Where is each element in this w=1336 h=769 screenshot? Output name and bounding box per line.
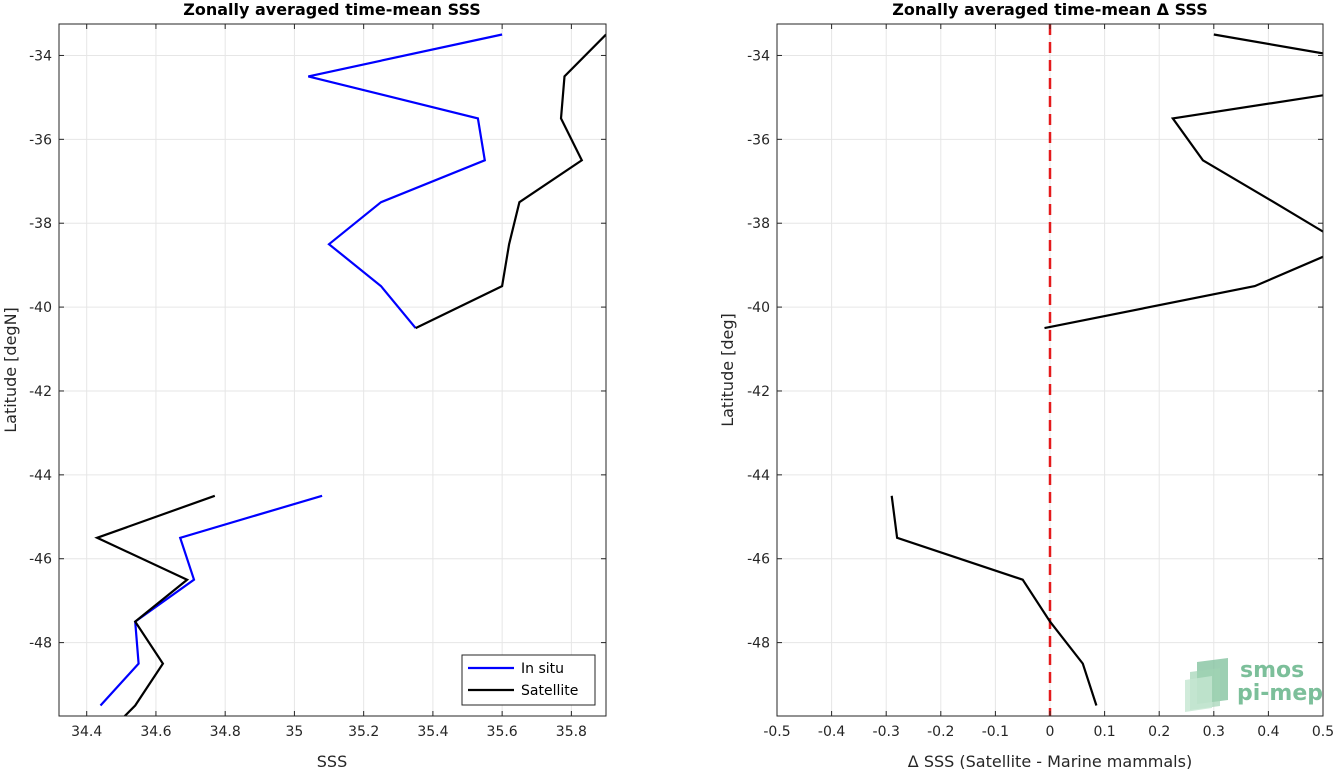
- legend-box: [461, 654, 596, 706]
- left-x-tick-label: 35.6: [487, 724, 518, 740]
- right-y-tick-label: -40: [747, 300, 770, 316]
- legend-label-in-situ: In situ: [521, 661, 564, 677]
- left-satellite-series-line: [415, 33, 606, 330]
- left-x-tick-label: 34.4: [71, 724, 102, 740]
- right-chart-title: Zonally averaged time-mean Δ SSS: [892, 0, 1208, 19]
- right-y-tick-label: -34: [747, 48, 770, 64]
- left-y-tick-label: -34: [29, 48, 52, 64]
- left-x-tick-label: 34.6: [140, 724, 171, 740]
- left-x-tick-label: 35.4: [417, 724, 448, 740]
- left-y-tick-label: -38: [29, 216, 52, 232]
- left-x-tick-label: 35: [286, 724, 304, 740]
- left-y-tick-label: -46: [29, 552, 52, 568]
- left-x-tick-label: 35.8: [556, 724, 587, 740]
- right-y-axis-label: Latitude [deg]: [718, 313, 737, 427]
- left-y-axis-label: Latitude [degN]: [1, 307, 20, 433]
- right-x-tick-label: -0.3: [873, 724, 900, 740]
- right-y-tick-label: -38: [747, 216, 770, 232]
- right-x-tick-label: -0.1: [982, 724, 1009, 740]
- right-y-tick-label: -42: [747, 384, 770, 400]
- right-delta-sss-series-line: [1044, 255, 1323, 330]
- left-in-situ-series-line: [308, 33, 503, 329]
- left-y-tick-label: -36: [29, 132, 52, 148]
- left-series-group: [94, 33, 606, 716]
- left-chart-title: Zonally averaged time-mean SSS: [183, 0, 481, 19]
- right-y-tick-label: -36: [747, 132, 770, 148]
- right-x-tick-label: 0.2: [1148, 724, 1170, 740]
- left-x-tick-label: 34.8: [210, 724, 241, 740]
- right-x-tick-label: -0.2: [927, 724, 954, 740]
- logo-mark-icon: [1185, 658, 1228, 712]
- right-x-tick-label: 0.1: [1093, 724, 1115, 740]
- right-ticks: -0.5 -0.4 -0.3 -0.2 -0.1 0 0.1 0.2 0.3 0.4 0.5 -34 -…: [747, 24, 1334, 740]
- right-x-tick-label: 0.4: [1257, 724, 1279, 740]
- logo-text-smos: smos: [1240, 658, 1304, 683]
- smos-pi-mep-logo: smos pi-mep: [1185, 658, 1323, 712]
- right-y-tick-label: -46: [747, 552, 770, 568]
- left-axes-box: [58, 23, 607, 717]
- right-x-tick-label: 0: [1046, 724, 1055, 740]
- right-x-tick-label: 0.3: [1203, 724, 1225, 740]
- legend-label-satellite: Satellite: [521, 683, 578, 699]
- left-plot-area: [59, 24, 606, 716]
- right-delta-sss-series-line: [1213, 33, 1323, 55]
- left-grid: [59, 24, 606, 716]
- left-x-tick-label: 35.2: [348, 724, 379, 740]
- right-x-tick-label: 0.5: [1312, 724, 1334, 740]
- left-y-tick-label: -42: [29, 384, 52, 400]
- left-y-tick-label: -44: [29, 468, 52, 484]
- left-ticks: 34.4 34.6 34.8 35 35.2 35.4 35.6 35.8 -34 -36 -38 -…: [29, 24, 606, 740]
- left-y-tick-label: -48: [29, 636, 52, 652]
- right-series-group: [890, 33, 1323, 706]
- right-y-tick-label: -44: [747, 468, 770, 484]
- right-delta-sss-series-line: [890, 495, 1098, 706]
- left-chart-panel: 34.4 34.6 34.8 35 35.2 35.4 35.6 35.8 -34 -36 -38 -…: [1, 0, 607, 769]
- legend: In situ Satellite: [461, 654, 596, 706]
- right-x-axis-label: Δ SSS (Satellite - Marine mammals): [908, 752, 1192, 769]
- right-x-tick-label: -0.4: [818, 724, 845, 740]
- left-satellite-series-line: [94, 494, 216, 716]
- left-x-axis-label: SSS: [317, 752, 347, 769]
- right-y-tick-label: -48: [747, 636, 770, 652]
- right-x-tick-label: -0.5: [763, 724, 790, 740]
- left-y-tick-label: -40: [29, 300, 52, 316]
- right-chart-panel: -0.5 -0.4 -0.3 -0.2 -0.1 0 0.1 0.2 0.3 0.4 0.5 -34 -…: [718, 0, 1334, 769]
- logo-text-pi-mep: pi-mep: [1237, 681, 1323, 706]
- right-delta-sss-series-line: [1170, 94, 1323, 233]
- left-in-situ-series-line: [99, 494, 323, 707]
